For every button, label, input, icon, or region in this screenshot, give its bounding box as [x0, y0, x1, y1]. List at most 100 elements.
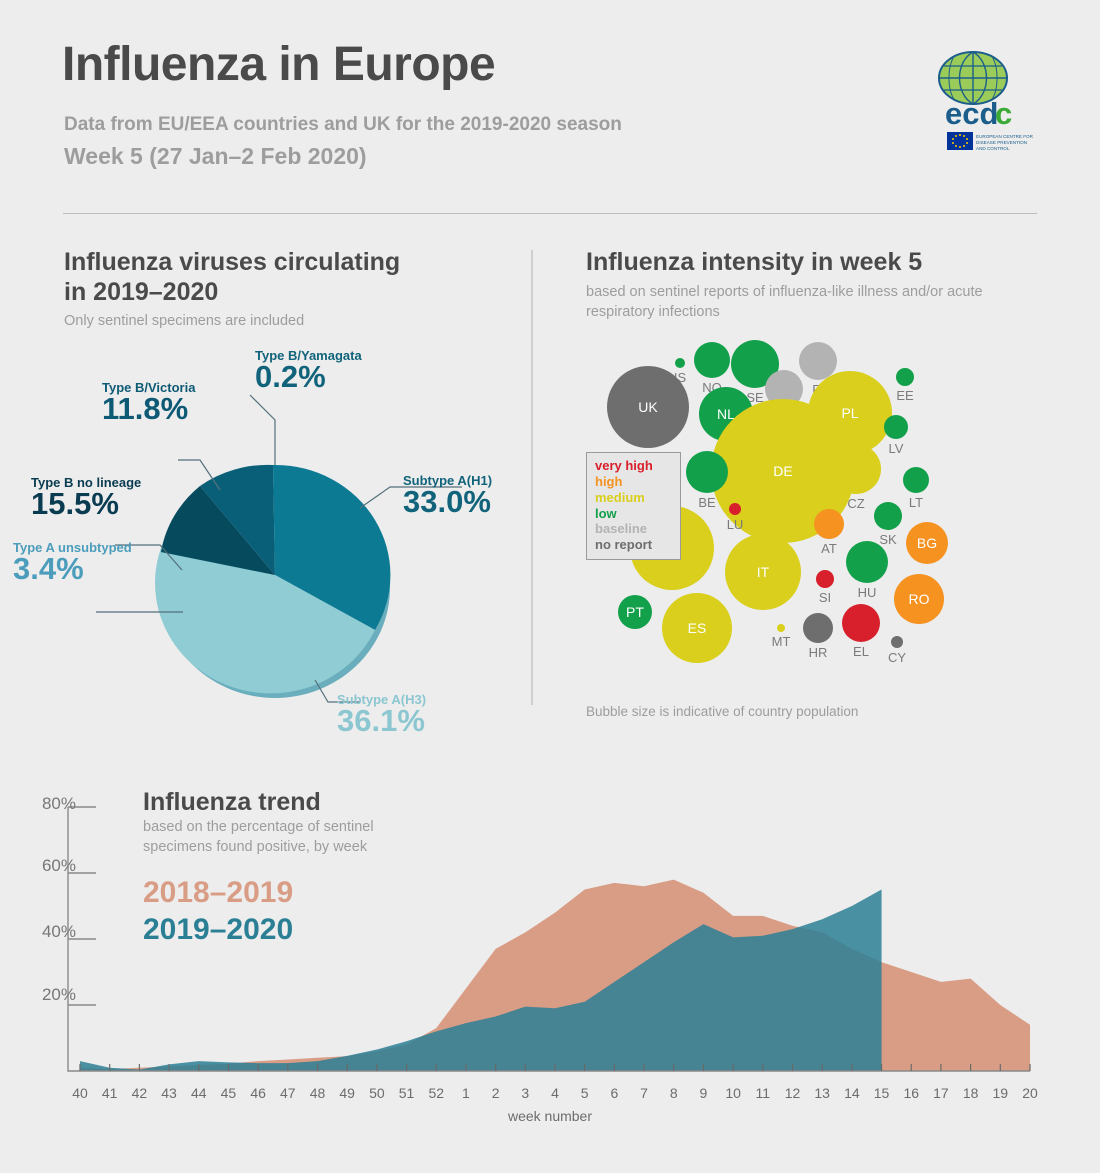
ecdc-wordmark-c: c [995, 96, 1012, 131]
bubble-lu[interactable] [729, 503, 741, 515]
bubble-label-uk: UK [638, 399, 658, 415]
trend-note-line2: specimens found positive, by week [143, 838, 368, 855]
trend-x-label-13: 13 [814, 1085, 830, 1101]
trend-note-line1: based on the percentage of sentinel [143, 819, 374, 835]
trend-x-label-52: 52 [428, 1085, 445, 1101]
page-title: Influenza in Europe [62, 38, 496, 91]
bubble-label-bg: BG [916, 535, 938, 551]
trend-x-label-20: 20 [1022, 1085, 1038, 1101]
map-section-heading: Influenza intensity in week 5 [586, 248, 923, 276]
bubble-mt[interactable] [777, 624, 785, 632]
bubble-label-el: EL [853, 644, 869, 659]
bubble-label-cz: CZ [847, 496, 865, 511]
bubble-lv[interactable] [884, 415, 908, 439]
trend-x-label-51: 51 [398, 1085, 415, 1101]
bubble-lt[interactable] [903, 467, 929, 493]
bubble-fi[interactable] [799, 342, 837, 380]
ecdc-caption-line1: EUROPEAN CENTRE FOR [976, 134, 1034, 139]
bubble-label-ro: RO [908, 591, 930, 607]
bubble-label-si: SI [818, 590, 832, 605]
trend-x-label-40: 40 [72, 1085, 88, 1101]
bubble-si[interactable] [816, 570, 834, 588]
trend-x-label-4: 4 [551, 1085, 559, 1101]
eu-flag-icon [947, 132, 973, 150]
bubble-uk[interactable] [607, 366, 689, 448]
trend-x-label-17: 17 [933, 1085, 949, 1101]
legend-item-baseline: baseline [595, 521, 648, 537]
trend-x-label-14: 14 [844, 1085, 860, 1101]
trend-legend-2018: 2018–2019 [143, 876, 294, 909]
ecdc-logo-icon: ecd c EUROPEAN CENTRE FOR DISEASE PREVEN… [938, 51, 1034, 151]
bubble-be[interactable] [686, 451, 728, 493]
pie-label-a-h3: Subtype A(H3) 36.1% [337, 692, 427, 738]
bubble-label-lv: LV [888, 441, 904, 456]
bubble-label-se: SE [746, 390, 764, 405]
trend-x-label-8: 8 [669, 1085, 678, 1101]
trend-x-label-44: 44 [190, 1085, 207, 1101]
pie-label-b-yamagata: Type B/Yamagata 0.2% [255, 348, 362, 394]
trend-x-label-47: 47 [280, 1085, 296, 1101]
intensity-legend: very high high medium low baseline no report [586, 452, 681, 561]
bubble-label-lu: LU [726, 517, 744, 532]
map-note-line1: based on sentinel reports of influenza-l… [586, 284, 983, 300]
bubble-sk[interactable] [874, 502, 902, 530]
bubble-el[interactable] [842, 604, 880, 642]
bubble-label-hu: HU [857, 585, 877, 600]
bubble-label-lt: LT [908, 495, 924, 510]
trend-x-label-15: 15 [873, 1085, 890, 1101]
bubble-hr[interactable] [803, 613, 833, 643]
bubble-ee[interactable] [896, 368, 914, 386]
bubble-label-it: IT [756, 564, 770, 580]
bubble-hu[interactable] [846, 541, 888, 583]
trend-area-2019-2020 [80, 889, 882, 1071]
trend-x-label-49: 49 [339, 1085, 355, 1101]
header-divider [63, 213, 1037, 214]
pie-section-heading: Influenza viruses circulating in 2019–20… [64, 247, 400, 307]
trend-x-label-6: 6 [610, 1085, 619, 1101]
globe-icon [938, 51, 1008, 105]
bubble-cz[interactable] [831, 444, 881, 494]
ecdc-wordmark: ecd [945, 96, 998, 131]
bubble-no[interactable] [694, 342, 730, 378]
ecdc-caption-line3: AND CONTROL [976, 146, 1010, 151]
trend-y-label-40: 40% [41, 922, 76, 941]
pie-label-a-h1: Subtype A(H1) 33.0% [403, 473, 493, 519]
trend-x-label-11: 11 [755, 1085, 771, 1101]
pie-label-b-victoria: Type B/Victoria 11.8% [102, 380, 196, 426]
map-section-note: based on sentinel reports of influenza-l… [586, 283, 1046, 322]
bubble-ro[interactable] [894, 574, 944, 624]
bubble-es[interactable] [662, 593, 732, 663]
trend-x-label-16: 16 [903, 1085, 920, 1101]
bubble-it[interactable] [725, 534, 801, 610]
bubble-is[interactable] [675, 358, 685, 368]
trend-x-label-3: 3 [521, 1085, 530, 1101]
trend-x-label-42: 42 [131, 1085, 148, 1101]
legend-item-medium: medium [595, 489, 645, 505]
trend-chart-svg [67, 806, 1031, 1072]
bubble-label-cy: CY [887, 650, 907, 665]
trend-x-label-41: 41 [101, 1085, 118, 1101]
bubble-at[interactable] [814, 509, 844, 539]
trend-x-label-12: 12 [784, 1085, 801, 1101]
bubble-label-at: AT [821, 541, 837, 556]
pie-heading-line2: in 2019–2020 [64, 278, 219, 306]
bubble-label-nl: NL [717, 406, 735, 422]
trend-x-label-7: 7 [640, 1085, 648, 1101]
bubble-pt[interactable] [618, 595, 652, 629]
bubble-label-pl: PL [841, 405, 859, 421]
legend-item-high: high [595, 473, 623, 489]
bubble-label-es: ES [687, 620, 707, 636]
pie-slice-a-h3 [155, 536, 375, 694]
bubble-label-be: BE [698, 495, 716, 510]
pie-slice-b-victoria [200, 464, 275, 575]
pie-label-b-nolineage: Type B no lineage 15.5% [31, 475, 142, 521]
bubble-label-sk: SK [879, 532, 897, 547]
bubble-bg[interactable] [906, 522, 948, 564]
trend-chart: Influenza trend based on the percentage … [0, 780, 1100, 1168]
bubble-cy[interactable] [891, 636, 903, 648]
trend-x-label-5: 5 [580, 1085, 589, 1101]
pie-label-a-unsub: Type A unsubtyped 3.4% [13, 540, 132, 586]
trend-note: based on the percentage of sentinel spec… [143, 818, 374, 857]
pie-section-note: Only sentinel specimens are included [64, 313, 305, 329]
